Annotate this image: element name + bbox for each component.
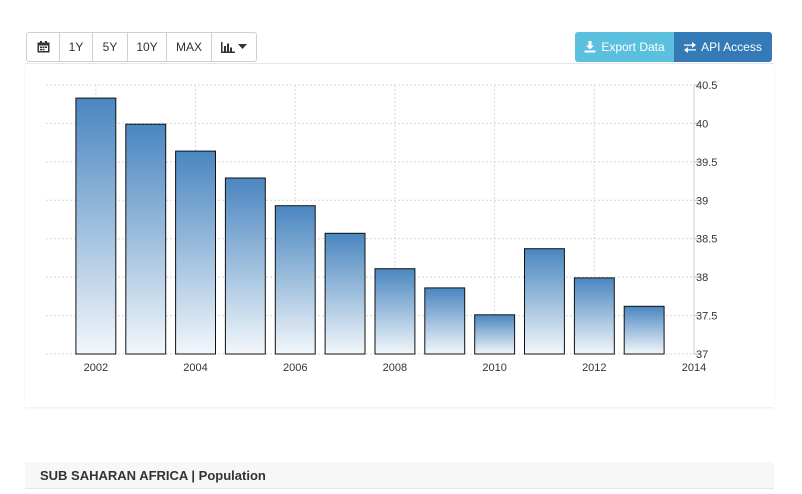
y-tick-label: 37: [696, 349, 708, 361]
calendar-button[interactable]: [27, 33, 60, 61]
api-access-button[interactable]: API Access: [674, 32, 772, 62]
x-tick-label: 2012: [582, 362, 606, 374]
bar-2011[interactable]: [524, 248, 565, 355]
series-title-bar: SUB SAHARAN AFRICA | Population: [25, 462, 774, 489]
x-tick-label: 2010: [482, 362, 506, 374]
export-data-button[interactable]: Export Data: [575, 32, 674, 62]
y-tick-label: 39.5: [696, 157, 717, 169]
bar-2007[interactable]: [324, 232, 366, 355]
x-tick-label: 2014: [682, 362, 706, 374]
bar-2009[interactable]: [424, 287, 466, 355]
y-tick-label: 40: [696, 118, 708, 130]
range-1y-button[interactable]: 1Y: [60, 33, 93, 61]
x-tick-label: 2008: [383, 362, 407, 374]
swap-arrows-icon: [684, 41, 697, 53]
api-access-label: API Access: [701, 40, 762, 54]
export-data-label: Export Data: [601, 40, 665, 54]
y-tick-label: 40.5: [696, 80, 717, 92]
download-icon: [584, 41, 596, 53]
action-buttons: Export Data API Access: [575, 32, 772, 62]
caret-down-icon: [238, 44, 247, 49]
x-tick-label: 2006: [283, 362, 307, 374]
range-toolbar: 1Y 5Y 10Y MAX: [26, 32, 257, 62]
bar-2008[interactable]: [374, 268, 416, 355]
bar-2004[interactable]: [175, 150, 217, 355]
bar-2005[interactable]: [224, 177, 266, 355]
chart-type-dropdown[interactable]: [212, 33, 256, 61]
calendar-icon: [37, 41, 49, 53]
y-tick-label: 37.5: [696, 311, 717, 323]
x-tick-label: 2002: [84, 362, 108, 374]
bar-2013[interactable]: [623, 305, 665, 355]
bar-chart-icon: [221, 41, 235, 53]
bar-2002[interactable]: [75, 97, 117, 355]
range-max-button[interactable]: MAX: [167, 33, 212, 61]
chart-panel: 37 37.5 38 38.5 39 39.5 40 40.5 2002 2004 2006 2008…: [25, 63, 774, 407]
bar-2010[interactable]: [474, 314, 516, 355]
bar-2003[interactable]: [125, 123, 167, 355]
bar-2012[interactable]: [573, 277, 615, 355]
y-tick-label: 38.5: [696, 234, 717, 246]
range-10y-button[interactable]: 10Y: [128, 33, 167, 61]
y-tick-label: 39: [696, 195, 708, 207]
range-5y-button[interactable]: 5Y: [93, 33, 128, 61]
population-bar-chart: 37 37.5 38 38.5 39 39.5 40 40.5 2002 2004 2006 2008…: [46, 80, 717, 374]
bar-2006[interactable]: [274, 205, 316, 355]
y-tick-label: 38: [696, 272, 708, 284]
x-tick-label: 2004: [183, 362, 207, 374]
series-title: SUB SAHARAN AFRICA | Population: [40, 467, 266, 483]
